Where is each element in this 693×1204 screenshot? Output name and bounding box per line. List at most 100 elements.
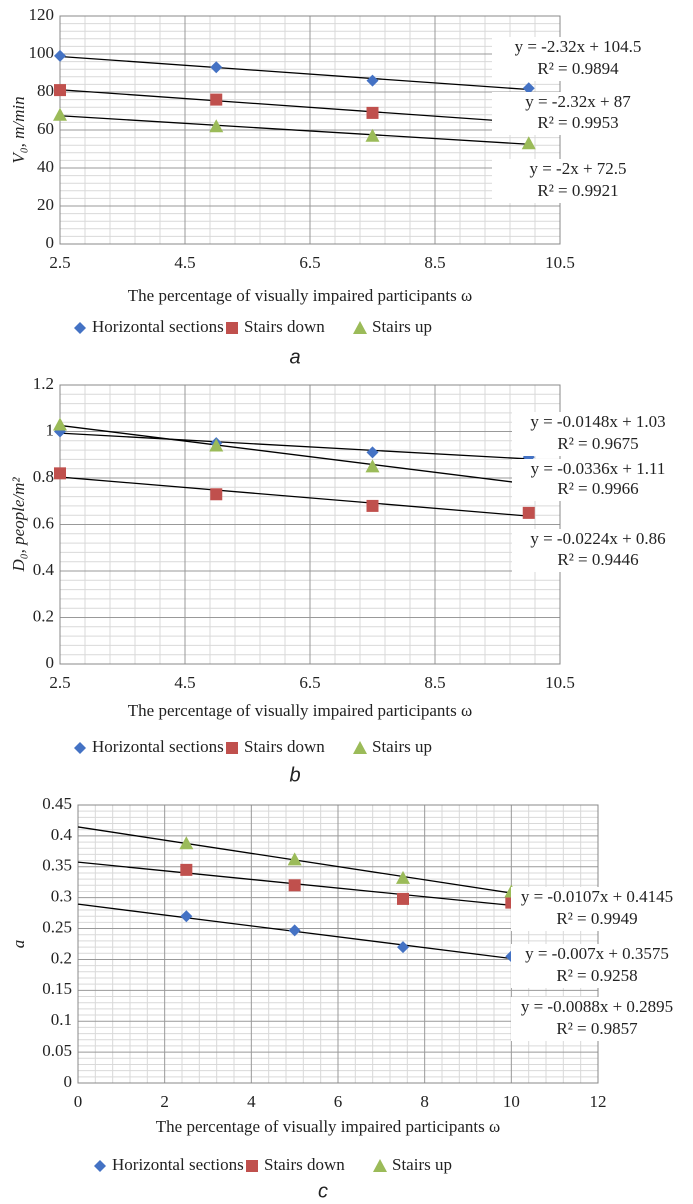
x-tick-label: 10.5: [545, 673, 575, 692]
y-tick-label: 0.4: [51, 825, 73, 844]
y-tick-label: 0.8: [33, 467, 54, 486]
y-tick-label: 0: [64, 1072, 73, 1091]
y-tick-label: 0.25: [42, 917, 72, 936]
trendline-r2: R² = 0.9894: [537, 59, 619, 78]
marker: [179, 836, 194, 850]
y-tick-label: 0.6: [33, 513, 54, 532]
trendline-r2: R² = 0.9949: [556, 909, 637, 928]
legend-marker: [226, 742, 238, 754]
caption: a: [289, 346, 300, 368]
marker: [210, 61, 223, 74]
x-tick-label: 6.5: [299, 253, 320, 272]
y-tick-label: 20: [37, 195, 54, 214]
legend-label: Horizontal sections: [92, 317, 224, 336]
trendline-equation: y = -0.0088x + 0.2895: [521, 997, 673, 1016]
equation-bg: [512, 459, 684, 501]
trendline-equation: y = -0.007x + 0.3575: [525, 944, 669, 963]
legend-label: Stairs up: [372, 737, 432, 756]
marker: [210, 488, 223, 501]
caption: b: [289, 764, 300, 786]
marker: [209, 119, 224, 133]
marker: [522, 506, 535, 519]
y-tick-label: 0.1: [51, 1010, 72, 1029]
x-tick-label: 4.5: [174, 673, 195, 692]
chart: 0 0.05 0.1 0.15 0.2 0.25 0.3 0.35 0.4 0.45 0 2 4 6 8 10…: [9, 794, 683, 1202]
trendline-equation: y = -0.0148x + 1.03: [530, 412, 665, 431]
trendline-r2: R² = 0.9921: [537, 181, 618, 200]
y-tick-label: 0.05: [42, 1041, 72, 1060]
y-tick-label: 80: [37, 81, 54, 100]
legend-marker: [246, 1160, 258, 1172]
marker: [365, 128, 380, 142]
x-tick-label: 2: [160, 1092, 169, 1111]
trendline: [59, 55, 529, 91]
marker: [522, 82, 535, 95]
y-tick-label: 60: [37, 119, 54, 138]
marker: [54, 467, 66, 480]
marker: [366, 499, 379, 512]
trendline-equation: y = -0.0336x + 1.11: [531, 459, 666, 478]
legend-marker: [74, 742, 86, 754]
y-tick-label: 0.45: [42, 794, 72, 813]
marker: [365, 459, 380, 473]
x-tick-label: 6: [334, 1092, 343, 1111]
marker: [397, 941, 409, 954]
trendline-equation: y = -0.0224x + 0.86: [530, 529, 665, 548]
legend-marker: [226, 322, 238, 334]
y-axis-label: a: [9, 940, 28, 949]
y-tick-label: 0.15: [42, 979, 72, 998]
x-tick-label: 10: [503, 1092, 520, 1111]
legend-label: Stairs up: [392, 1155, 452, 1174]
marker: [396, 870, 410, 884]
marker: [210, 93, 223, 106]
x-tick-label: 2.5: [49, 253, 70, 272]
legend-label: Stairs down: [264, 1155, 345, 1174]
x-tick-label: 6.5: [299, 673, 320, 692]
x-axis-label: The percentage of visually impaired part…: [156, 1117, 500, 1136]
y-tick-label: 0.4: [33, 560, 55, 579]
trendline-r2: R² = 0.9446: [557, 550, 638, 569]
marker: [180, 910, 193, 923]
y-axis-label: D₀, people/m²: [9, 477, 28, 573]
trendline: [59, 476, 529, 517]
trendline-r2: R² = 0.9258: [556, 966, 637, 985]
equation-bg: [511, 887, 683, 931]
trendline-r2: R² = 0.9675: [557, 434, 638, 453]
x-axis-label: The percentage of visually impaired part…: [128, 701, 472, 720]
marker: [287, 852, 302, 866]
trendline: [59, 115, 529, 145]
legend-marker: [353, 741, 367, 754]
trendline: [59, 432, 529, 460]
legend-marker: [373, 1159, 387, 1172]
marker: [397, 892, 409, 905]
y-tick-label: 100: [29, 43, 55, 62]
marker: [54, 84, 66, 97]
x-tick-label: 2.5: [49, 673, 70, 692]
equation-bg: [511, 944, 683, 988]
x-tick-label: 4.5: [174, 253, 195, 272]
x-tick-label: 8.5: [424, 253, 445, 272]
y-tick-label: 0.2: [51, 948, 72, 967]
marker: [209, 438, 224, 452]
x-tick-label: 12: [590, 1092, 607, 1111]
x-tick-label: 10.5: [545, 253, 575, 272]
equation-bg: [512, 412, 684, 456]
marker: [288, 879, 301, 892]
equation-bg: [492, 37, 664, 81]
marker: [53, 107, 67, 121]
legend-label: Stairs down: [244, 737, 325, 756]
y-tick-label: 1.2: [33, 374, 54, 393]
x-tick-label: 4: [247, 1092, 256, 1111]
trendline-r2: R² = 0.9857: [556, 1019, 638, 1038]
y-tick-label: 0.3: [51, 887, 72, 906]
trendline: [59, 424, 529, 485]
x-tick-label: 8.5: [424, 673, 445, 692]
legend-label: Horizontal sections: [112, 1155, 244, 1174]
x-tick-label: 8: [420, 1092, 429, 1111]
marker: [54, 49, 66, 62]
trendline-equation: y = -2.32x + 87: [525, 92, 631, 111]
marker: [366, 106, 379, 119]
legend-marker: [353, 321, 367, 334]
equation-bg: [511, 997, 683, 1041]
